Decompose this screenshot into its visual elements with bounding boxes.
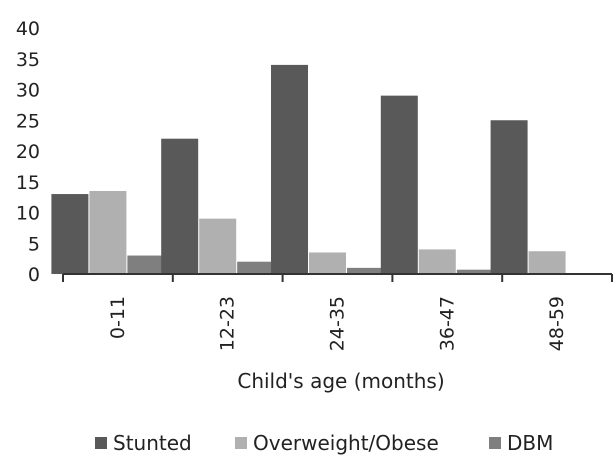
legend-label: Stunted — [113, 431, 192, 455]
bars — [51, 64, 566, 275]
x-axis-title: Child's age (months) — [237, 369, 444, 393]
bar-stunted-24-35 — [271, 64, 308, 275]
y-tick-label: 30 — [16, 80, 40, 102]
x-tick-label: 24-35 — [327, 296, 349, 351]
y-tick-label: 10 — [16, 203, 40, 225]
bar-overweight-obese-0-11 — [89, 190, 127, 274]
bar-stunted-36-47 — [380, 95, 418, 275]
y-tick-label: 20 — [16, 141, 40, 163]
x-tick-label: 0-11 — [107, 296, 129, 339]
x-tick-label: 36-47 — [436, 296, 458, 351]
legend-swatch — [235, 437, 247, 449]
bar-dbm-24-35 — [347, 267, 384, 274]
y-tick-label: 0 — [28, 264, 40, 286]
y-tick-label: 40 — [16, 18, 40, 40]
bar-dbm-36-47 — [456, 269, 494, 274]
x-tick-label: 12-23 — [217, 296, 239, 351]
y-tick-label: 25 — [16, 110, 40, 132]
bar-stunted-12-23 — [161, 138, 199, 274]
legend: Stunted Overweight/Obese DBM — [95, 431, 553, 455]
bar-dbm-12-23 — [237, 261, 275, 274]
bar-stunted-48-59 — [490, 120, 528, 274]
y-tick-label: 5 — [28, 233, 40, 255]
y-tick-label: 35 — [16, 49, 40, 71]
x-axis: 0-11 12-23 24-35 36-47 48-59 — [62, 273, 613, 351]
bar-dbm-0-11 — [127, 255, 165, 274]
legend-label: Overweight/Obese — [253, 431, 439, 455]
bar-overweight-obese-48-59 — [528, 251, 566, 274]
legend-swatch — [489, 437, 501, 449]
bar-overweight-obese-24-35 — [309, 252, 346, 274]
x-tick-label: 48-59 — [546, 296, 568, 351]
bar-overweight-obese-12-23 — [199, 218, 237, 274]
legend-label: DBM — [507, 431, 553, 455]
y-axis: 0 5 10 15 20 25 30 35 40 — [16, 18, 40, 286]
y-tick-label: 15 — [16, 172, 40, 194]
legend-swatch — [95, 437, 107, 449]
bar-stunted-0-11 — [51, 194, 89, 274]
bar-overweight-obese-36-47 — [418, 249, 456, 274]
